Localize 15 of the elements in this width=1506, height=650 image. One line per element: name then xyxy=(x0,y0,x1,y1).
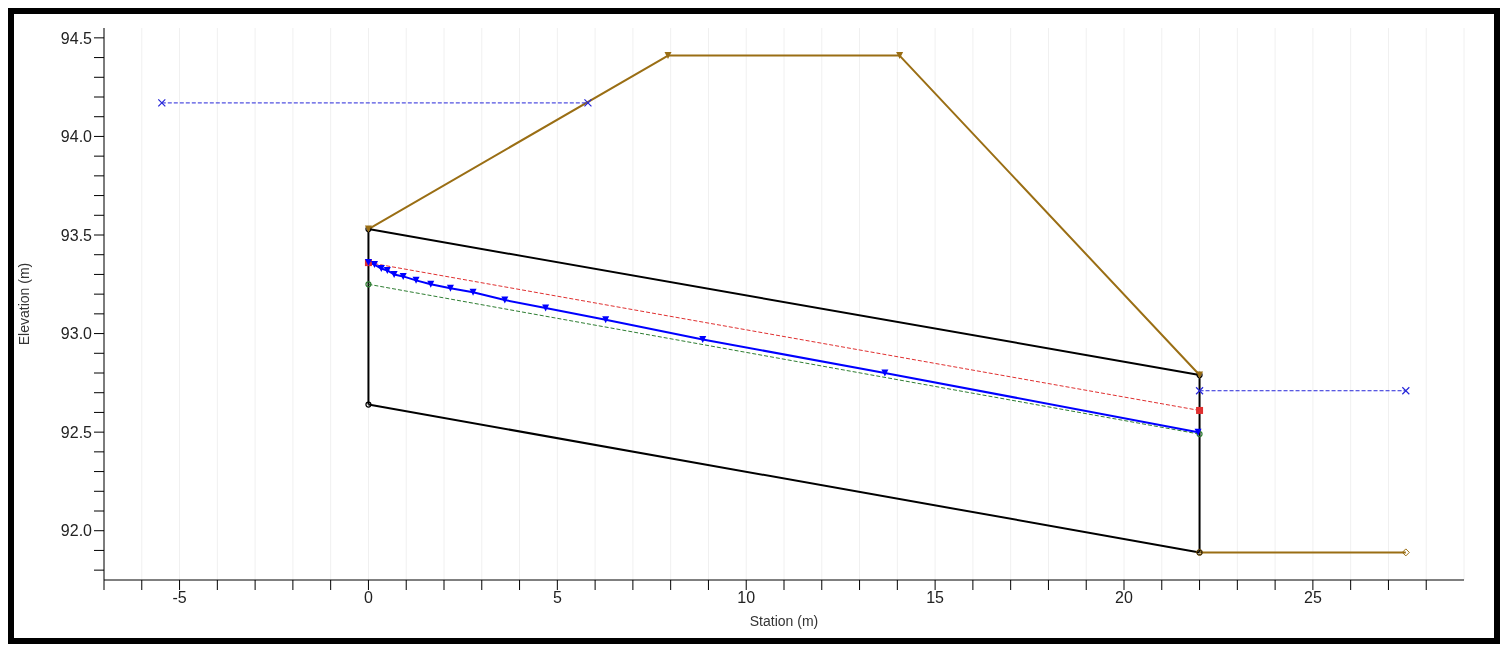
x-tick-label: 25 xyxy=(1303,589,1322,607)
y-tick-label: 93.5 xyxy=(60,226,93,244)
x-tick-label: -5 xyxy=(172,589,187,607)
x-tick-label: 10 xyxy=(737,589,756,607)
y-tick-label: 93.0 xyxy=(60,325,93,343)
x-tick-label: 15 xyxy=(926,589,945,607)
text: 92.0 xyxy=(60,522,92,540)
x-axis-title: Station (m) xyxy=(749,613,819,629)
y-tick-label: 94.0 xyxy=(60,128,93,146)
y-axis-title: Elevation (m) xyxy=(15,262,32,346)
x-tick-label: 0 xyxy=(363,589,373,607)
x-tick-label: 20 xyxy=(1115,589,1133,607)
y-tick-label: 92.5 xyxy=(60,423,93,441)
y-tick-label: 94.5 xyxy=(60,29,93,47)
x-tick-label: 5 xyxy=(552,589,562,607)
